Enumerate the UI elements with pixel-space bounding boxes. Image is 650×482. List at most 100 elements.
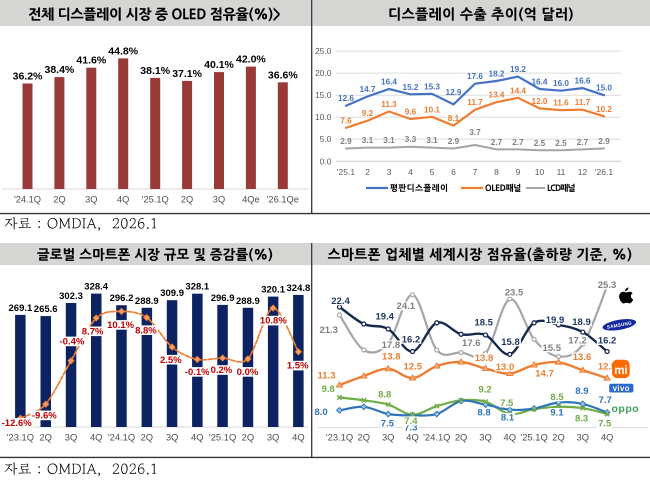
svg-text:8.1: 8.1 (448, 114, 460, 123)
svg-text:3Q: 3Q (382, 432, 395, 443)
svg-text:296.2: 296.2 (110, 293, 134, 304)
svg-text:2Q: 2Q (141, 432, 154, 443)
svg-text:10.8%: 10.8% (260, 316, 287, 327)
svg-text:36.6%: 36.6% (268, 69, 298, 81)
svg-text:18.2: 18.2 (489, 70, 505, 79)
svg-text:7.5: 7.5 (598, 419, 612, 430)
svg-text:269.1: 269.1 (9, 303, 33, 314)
svg-text:7: 7 (473, 167, 478, 177)
svg-text:8.7%: 8.7% (82, 326, 104, 337)
svg-text:11.7: 11.7 (575, 98, 591, 107)
svg-text:2.5: 2.5 (555, 139, 567, 148)
svg-text:2Q: 2Q (181, 195, 193, 205)
svg-text:38.4%: 38.4% (45, 64, 75, 76)
svg-text:20.0: 20.0 (315, 68, 332, 78)
svg-text:11.3: 11.3 (318, 371, 336, 382)
svg-text:11.6: 11.6 (553, 99, 569, 108)
svg-text:11: 11 (557, 167, 566, 177)
svg-text:8.9: 8.9 (575, 386, 588, 397)
svg-text:mi: mi (614, 365, 627, 377)
svg-text:328.1: 328.1 (185, 282, 209, 293)
svg-text:'24.1Q: '24.1Q (108, 432, 135, 443)
svg-text:-12.6%: -12.6% (2, 418, 33, 429)
svg-text:19.9: 19.9 (546, 315, 565, 326)
svg-text:7.6: 7.6 (340, 116, 352, 125)
svg-text:3Q: 3Q (479, 432, 492, 443)
svg-text:3.1: 3.1 (426, 136, 438, 145)
svg-text:'25.1: '25.1 (337, 167, 355, 177)
svg-text:13.6: 13.6 (573, 352, 592, 363)
svg-text:7.5: 7.5 (500, 398, 514, 409)
svg-text:'25.1Q: '25.1Q (142, 195, 169, 205)
svg-text:17.8: 17.8 (382, 340, 401, 351)
svg-text:0.2%: 0.2% (211, 365, 233, 376)
svg-text:40.1%: 40.1% (204, 59, 234, 71)
svg-text:9.1: 9.1 (550, 408, 564, 419)
svg-text:265.6: 265.6 (34, 304, 58, 315)
svg-text:2.7: 2.7 (491, 138, 503, 147)
svg-text:3: 3 (387, 167, 392, 177)
svg-text:25.0: 25.0 (315, 46, 332, 56)
svg-text:2.9: 2.9 (340, 137, 352, 146)
svg-text:8.3: 8.3 (575, 414, 588, 425)
svg-text:12.5: 12.5 (598, 361, 617, 372)
svg-text:4Q: 4Q (191, 432, 204, 443)
svg-text:'25.1Q: '25.1Q (520, 432, 547, 443)
svg-text:15.8: 15.8 (501, 337, 520, 348)
svg-text:18.9: 18.9 (572, 317, 591, 328)
svg-text:44.8%: 44.8% (108, 45, 138, 57)
svg-text:2Q: 2Q (242, 432, 255, 443)
svg-text:8.1: 8.1 (501, 413, 515, 424)
svg-text:10.0: 10.0 (315, 112, 332, 122)
svg-text:18.5: 18.5 (474, 318, 493, 329)
svg-text:9.6: 9.6 (405, 108, 417, 117)
svg-text:7.7: 7.7 (599, 395, 612, 406)
svg-text:11.3: 11.3 (381, 100, 397, 109)
svg-text:14.7: 14.7 (360, 85, 376, 94)
svg-text:3Q: 3Q (577, 432, 590, 443)
svg-text:9: 9 (516, 167, 521, 177)
svg-text:0.0: 0.0 (320, 156, 332, 166)
svg-text:13.8: 13.8 (382, 352, 401, 363)
svg-text:12.6: 12.6 (338, 94, 354, 103)
svg-text:41.6%: 41.6% (76, 55, 106, 67)
svg-text:288.9: 288.9 (135, 296, 159, 307)
svg-text:7.3: 7.3 (404, 422, 417, 433)
svg-text:12: 12 (578, 167, 588, 177)
svg-text:3Q: 3Q (65, 432, 78, 443)
svg-text:10.1%: 10.1% (107, 320, 134, 331)
svg-text:23.5: 23.5 (505, 288, 524, 299)
svg-text:8.8: 8.8 (477, 408, 490, 419)
svg-text:2.9: 2.9 (598, 137, 610, 146)
svg-text:4Q: 4Q (90, 432, 103, 443)
svg-text:2Q: 2Q (552, 432, 565, 443)
svg-text:7.5: 7.5 (381, 418, 395, 429)
svg-text:4Q: 4Q (601, 432, 614, 443)
svg-text:37.1%: 37.1% (172, 68, 202, 80)
svg-text:3Q: 3Q (267, 432, 280, 443)
svg-text:302.3: 302.3 (59, 291, 83, 302)
svg-text:'23.1Q: '23.1Q (326, 432, 353, 443)
svg-text:2.5: 2.5 (534, 139, 546, 148)
svg-text:309.9: 309.9 (160, 288, 184, 299)
svg-text:4Q: 4Q (406, 432, 419, 443)
svg-text:13.4: 13.4 (489, 91, 505, 100)
svg-text:8.0: 8.0 (314, 407, 327, 418)
svg-text:9.2: 9.2 (362, 109, 374, 118)
svg-text:15.3: 15.3 (424, 82, 440, 91)
svg-text:2Q: 2Q (39, 432, 52, 443)
svg-text:328.4: 328.4 (84, 282, 108, 293)
svg-text:17.6: 17.6 (462, 338, 481, 349)
svg-text:2Q: 2Q (455, 432, 468, 443)
svg-text:'26.1: '26.1 (595, 167, 613, 177)
svg-text:2Q: 2Q (358, 432, 371, 443)
svg-text:16.2: 16.2 (402, 335, 421, 346)
svg-text:16.4: 16.4 (532, 78, 548, 87)
svg-text:'25.1Q: '25.1Q (209, 432, 236, 443)
svg-text:3.7: 3.7 (469, 128, 481, 137)
svg-text:15.5: 15.5 (543, 343, 562, 354)
svg-text:-0.1%: -0.1% (185, 367, 210, 378)
svg-text:12.9: 12.9 (446, 88, 462, 97)
svg-text:4Qe: 4Qe (242, 195, 260, 205)
svg-text:14.7: 14.7 (535, 369, 554, 380)
